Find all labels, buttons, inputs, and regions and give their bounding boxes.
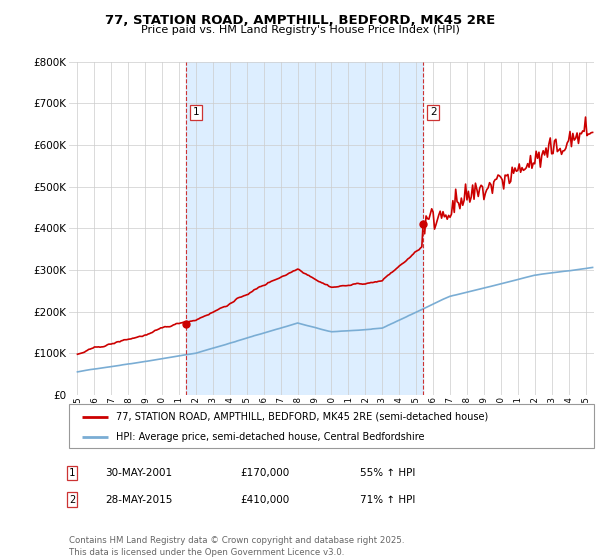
Text: 2: 2 <box>430 108 437 118</box>
Bar <box>186 62 423 395</box>
Text: HPI: Average price, semi-detached house, Central Bedfordshire: HPI: Average price, semi-detached house,… <box>116 432 425 442</box>
Text: 77, STATION ROAD, AMPTHILL, BEDFORD, MK45 2RE (semi-detached house): 77, STATION ROAD, AMPTHILL, BEDFORD, MK4… <box>116 412 488 422</box>
Text: £410,000: £410,000 <box>240 494 289 505</box>
Text: 28-MAY-2015: 28-MAY-2015 <box>105 494 172 505</box>
Text: 1: 1 <box>69 468 75 478</box>
Text: Contains HM Land Registry data © Crown copyright and database right 2025.
This d: Contains HM Land Registry data © Crown c… <box>69 536 404 557</box>
Text: Price paid vs. HM Land Registry's House Price Index (HPI): Price paid vs. HM Land Registry's House … <box>140 25 460 35</box>
FancyBboxPatch shape <box>69 404 594 448</box>
Text: 71% ↑ HPI: 71% ↑ HPI <box>360 494 415 505</box>
Text: 77, STATION ROAD, AMPTHILL, BEDFORD, MK45 2RE: 77, STATION ROAD, AMPTHILL, BEDFORD, MK4… <box>105 14 495 27</box>
Text: £170,000: £170,000 <box>240 468 289 478</box>
Text: 1: 1 <box>193 108 199 118</box>
Text: 55% ↑ HPI: 55% ↑ HPI <box>360 468 415 478</box>
Text: 2: 2 <box>69 494 75 505</box>
Text: 30-MAY-2001: 30-MAY-2001 <box>105 468 172 478</box>
